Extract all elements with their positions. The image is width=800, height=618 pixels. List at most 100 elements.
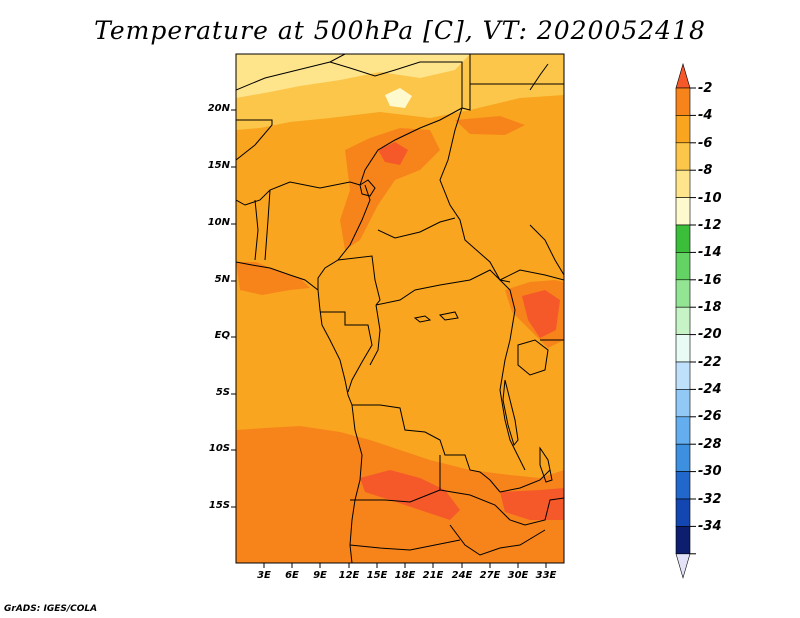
lon-label: 15E: [366, 570, 388, 581]
colorbar-segment: [675, 526, 691, 555]
credit-text: GrADS: IGES/COLA: [4, 604, 98, 614]
axis-ticks: [231, 109, 547, 568]
colorbar-underflow-triangle: [675, 553, 691, 579]
border-nigeria-cameroon: [317, 184, 371, 290]
colorbar-label: -14: [698, 245, 722, 260]
coastline-angola: [349, 404, 363, 563]
colorbar-segment: [675, 142, 691, 171]
lon-label: 27E: [479, 570, 501, 581]
colorbar-label: -24: [698, 382, 722, 397]
border-zambia-malawi: [499, 469, 551, 493]
colorbar-segment: [675, 279, 691, 308]
colorbar-segment: [675, 361, 691, 390]
temperature-field: [236, 54, 564, 563]
lat-label: 15N: [207, 160, 230, 171]
border-namibia-botswana: [349, 539, 461, 551]
field-warm-patch-sudan: [455, 116, 525, 135]
colorbar-label: -28: [698, 437, 722, 452]
lat-label: 10N: [207, 217, 230, 228]
border-drc-east: [499, 279, 526, 471]
colorbar-label: -16: [698, 273, 722, 288]
field-hot-band-southeast: [500, 488, 564, 520]
lake-mai-ndombe: [413, 315, 432, 323]
border-cameroon-car: [337, 255, 381, 306]
colorbar-segment: [675, 416, 691, 445]
colorbar-label: -18: [698, 300, 722, 315]
colorbar-label: -8: [698, 163, 713, 178]
colorbar-segment: [675, 87, 691, 116]
lon-label: 24E: [451, 570, 473, 581]
lat-label: 5N: [214, 274, 230, 285]
border-chad-sudan: [439, 107, 511, 283]
border-chad-car: [377, 217, 456, 239]
colorbar-segment: [675, 334, 691, 363]
colorbar-label: -12: [698, 218, 722, 233]
lake-malawi: [539, 446, 553, 483]
lat-label: 15S: [208, 500, 230, 511]
border-libya-egypt: [461, 54, 471, 111]
border-south-sudan-uganda: [499, 269, 564, 281]
lon-label: 3E: [257, 570, 271, 581]
colorbar-label: -10: [698, 191, 722, 206]
border-niger-nigeria: [236, 107, 463, 206]
field-hot-spot-chad: [378, 142, 408, 165]
lon-label: 12E: [338, 570, 360, 581]
border-benin-nigeria: [264, 189, 271, 261]
lat-label: EQ: [214, 330, 230, 341]
lat-label: 20N: [207, 103, 230, 114]
border-togo-ghana: [254, 199, 259, 261]
colorbar-segment: [675, 498, 691, 527]
lat-label: 5S: [215, 387, 230, 398]
colorbar-label: -32: [698, 492, 722, 507]
colorbar-label: -4: [698, 108, 713, 123]
colorbar-segment: [675, 471, 691, 500]
border-libya-niger-chad: [329, 61, 463, 108]
border-mali-niger: [236, 119, 273, 161]
field-coldest-patch: [385, 88, 412, 108]
border-drc-angola-zambia: [352, 404, 501, 493]
lon-label: 18E: [394, 570, 416, 581]
field-hot-spot-eastafrica: [522, 290, 560, 338]
field-warm-strip-southwest: [236, 500, 268, 563]
field-hot-band-south: [360, 470, 460, 520]
lake-chad: [359, 179, 376, 197]
colorbar-segment: [675, 252, 691, 281]
lon-label: 30E: [507, 570, 529, 581]
lon-label: 9E: [313, 570, 327, 581]
field-northeast-band: [470, 58, 564, 100]
border-car-drc: [375, 269, 501, 306]
lat-label: 10S: [208, 443, 230, 454]
border-botswana-zimbabwe: [449, 524, 546, 556]
colorbar-segment: [675, 169, 691, 198]
coastline-red-sea: [529, 63, 549, 91]
field-warm-patch-chad: [340, 128, 440, 250]
colorbar-segment: [675, 224, 691, 253]
lake-tumba: [438, 311, 459, 321]
colorbar-segment: [675, 115, 691, 144]
border-congo-drc: [369, 304, 381, 366]
colorbar-label: -30: [698, 464, 722, 479]
colorbar-segment: [675, 197, 691, 226]
colorbar: [675, 62, 696, 579]
border-angola-namibia: [350, 489, 441, 503]
border-gabon-congo: [320, 311, 373, 393]
field-warm-patch-guinea: [236, 262, 310, 295]
colorbar-overflow-triangle: [675, 62, 691, 89]
colorbar-segment: [675, 306, 691, 335]
map-frame: [235, 53, 565, 564]
colorbar-label: -26: [698, 409, 722, 424]
border-zambia-zimbabwe: [439, 489, 564, 526]
lon-label: 21E: [422, 570, 444, 581]
colorbar-label: -20: [698, 327, 722, 342]
chart-title: Temperature at 500hPa [C], VT: 202005241…: [94, 16, 706, 45]
border-sudan-ethiopia: [529, 224, 564, 276]
colorbar-segment: [675, 443, 691, 472]
colorbar-label: -6: [698, 136, 713, 151]
lake-tanganyika: [502, 379, 519, 447]
colorbar-label: -2: [698, 81, 713, 96]
colorbar-segment: [675, 389, 691, 418]
border-algeria-niger: [236, 54, 346, 91]
country-borders: [236, 54, 564, 563]
colorbar-label: -22: [698, 355, 722, 370]
